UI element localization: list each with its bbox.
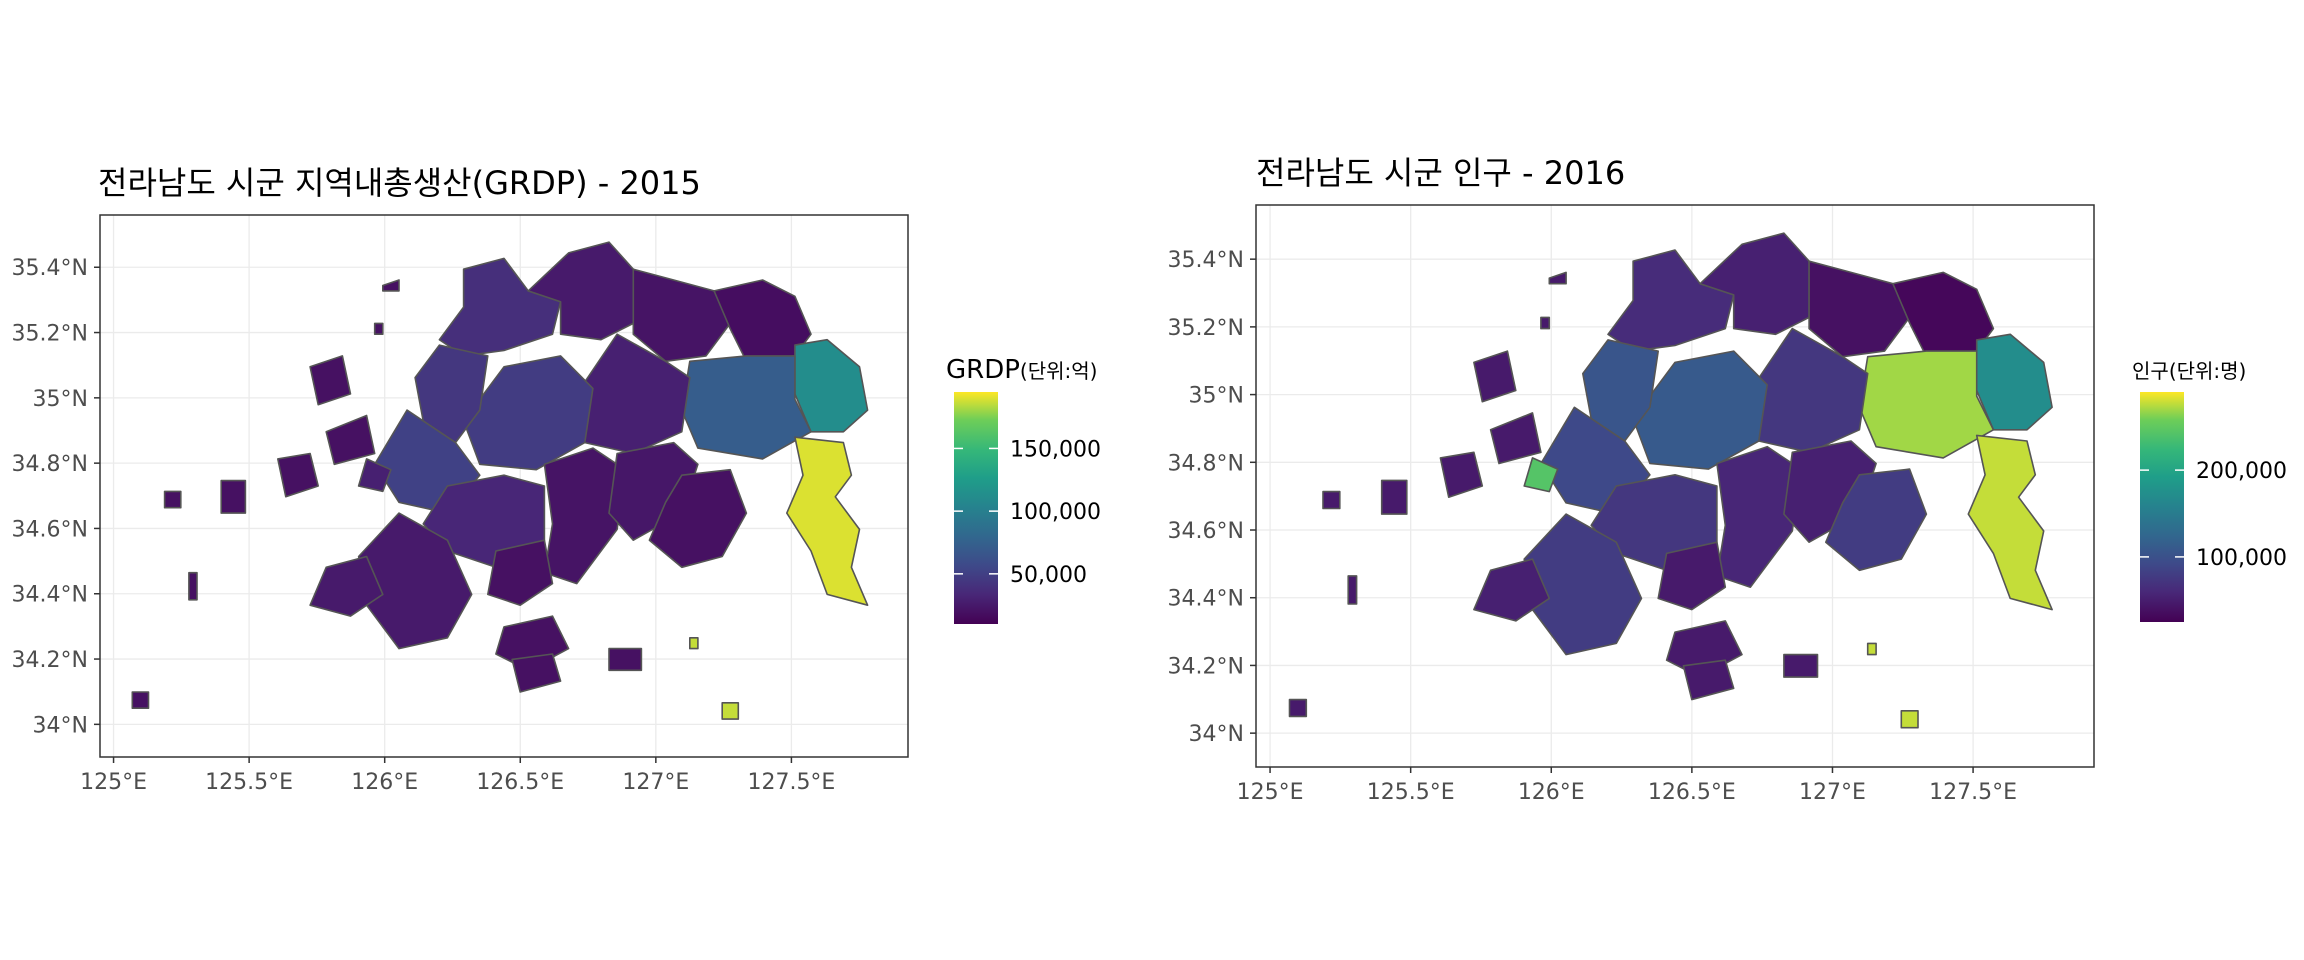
y-tick-label: 34.6°N [12,517,88,542]
x-tick-label: 126.5°E [476,770,564,795]
panel-border [1255,204,2095,768]
region-gangjin [486,539,554,607]
region-island-w1 [163,490,182,509]
region-island-n1 [381,279,400,292]
x-tick-label: 125°E [80,770,147,795]
region-suncheon [1858,350,1995,459]
map-regions [131,241,869,720]
x-tick-label: 126°E [1518,780,1585,805]
region-shinan1 [1473,350,1517,403]
region-jangheung [543,447,627,585]
x-tick-label: 125°E [1237,780,1304,805]
region-shinan1 [309,355,352,406]
region-island-w2 [220,479,247,514]
region-gwangyang [794,338,869,433]
region-island-w3 [188,571,198,601]
region-island-sw [131,691,150,710]
region-island-s2 [1783,653,1819,678]
y-tick-label: 34.2°N [1168,654,1244,679]
legend-title: GRDP(단위:억) [946,355,1097,385]
legend-title-unit: (단위:억) [1020,359,1098,383]
region-goheung [1825,468,1928,572]
legend-label: 50,000 [1010,563,1087,588]
region-jindo [309,555,384,617]
legend-title-main: GRDP [946,355,1020,385]
map-panel-1: 전라남도 시군 지역내총생산(GRDP) - 2015 125°E 125.5°E 1… [12,164,1101,795]
legend-colorbar [2140,392,2184,622]
legend-label: 100,000 [2196,546,2287,571]
region-goheung [648,468,748,569]
region-gangjin [1657,541,1727,611]
region-shinan3 [1439,451,1484,499]
region-island-s1 [1682,659,1735,701]
region-shinan2 [1489,412,1542,465]
x-tick-label: 127°E [1799,780,1866,805]
region-suncheon [680,355,812,460]
region-island-n2 [373,322,384,336]
region-shinan2 [325,414,376,466]
region-island-sw [1288,698,1308,718]
legend-label: 100,000 [1010,500,1101,525]
region-island-w3 [1347,575,1358,605]
region-mokpo [357,458,392,493]
region-yeosu [1967,434,2053,611]
panel-border [99,214,909,758]
color-legend: GRDP(단위:억) 150,000 100,000 50,000 [946,355,1101,624]
y-tick-label: 35.2°N [12,322,88,347]
region-island-jeoji [688,636,699,650]
region-island-jeoji [1866,642,1877,656]
region-mainland-ne1 [632,268,732,363]
region-island-w2 [1380,479,1408,515]
y-tick-label: 34.4°N [1168,587,1244,612]
region-island-n2 [1540,316,1551,330]
y-tick-label: 34°N [33,713,88,738]
y-tick-label: 35.4°N [1168,248,1244,273]
region-gwangyang [1975,333,2053,431]
panel-title: 전라남도 시군 지역내총생산(GRDP) - 2015 [98,164,701,202]
region-island-w1 [1322,490,1341,510]
legend-title-main: 인구 [2132,359,2169,383]
region-mainland-nw [438,257,562,357]
panel-title: 전라남도 시군 인구 - 2016 [1256,154,1625,192]
region-mainland-ne1 [1808,260,1911,358]
legend-title: 인구(단위:명) [2132,359,2246,383]
region-island-geomun [721,701,740,720]
legend-label: 150,000 [1010,437,1101,462]
legend-label: 200,000 [2196,459,2287,484]
y-tick-label: 34.6°N [1168,519,1244,544]
x-tick-label: 126.5°E [1648,780,1736,805]
region-jangheung [1716,445,1802,589]
map-regions [1288,232,2053,729]
y-tick-label: 34.2°N [12,648,88,673]
color-legend: 인구(단위:명) 200,000 100,000 [2132,359,2287,622]
region-yeosu [785,436,869,607]
y-tick-label: 35.2°N [1168,316,1244,341]
region-jindo [1473,558,1551,622]
x-tick-label: 125.5°E [1367,780,1455,805]
y-tick-label: 35°N [33,387,88,412]
y-tick-label: 35.4°N [12,256,88,281]
region-island-s1 [511,653,562,693]
y-tick-label: 34.4°N [12,583,88,608]
region-mokpo [1523,457,1559,493]
x-tick-label: 127.5°E [747,770,835,795]
x-tick-label: 125.5°E [205,770,293,795]
region-mainland-nw [1607,249,1735,352]
region-island-geomun [1900,709,1919,729]
map-panel-2: 전라남도 시군 인구 - 2016 125°E 125.5°E 126°E 126.5°… [1168,154,2287,805]
region-shinan3 [276,452,320,498]
y-tick-label: 34.8°N [1168,451,1244,476]
y-tick-label: 34.8°N [12,452,88,477]
region-island-s2 [608,647,643,672]
x-tick-label: 127°E [622,770,689,795]
legend-colorbar [954,392,998,624]
x-tick-label: 127.5°E [1929,780,2017,805]
x-tick-label: 126°E [351,770,418,795]
legend-title-unit: (단위:명) [2169,359,2247,383]
y-tick-label: 35°N [1189,384,1244,409]
y-tick-label: 34°N [1189,722,1244,747]
region-island-n1 [1548,271,1567,285]
